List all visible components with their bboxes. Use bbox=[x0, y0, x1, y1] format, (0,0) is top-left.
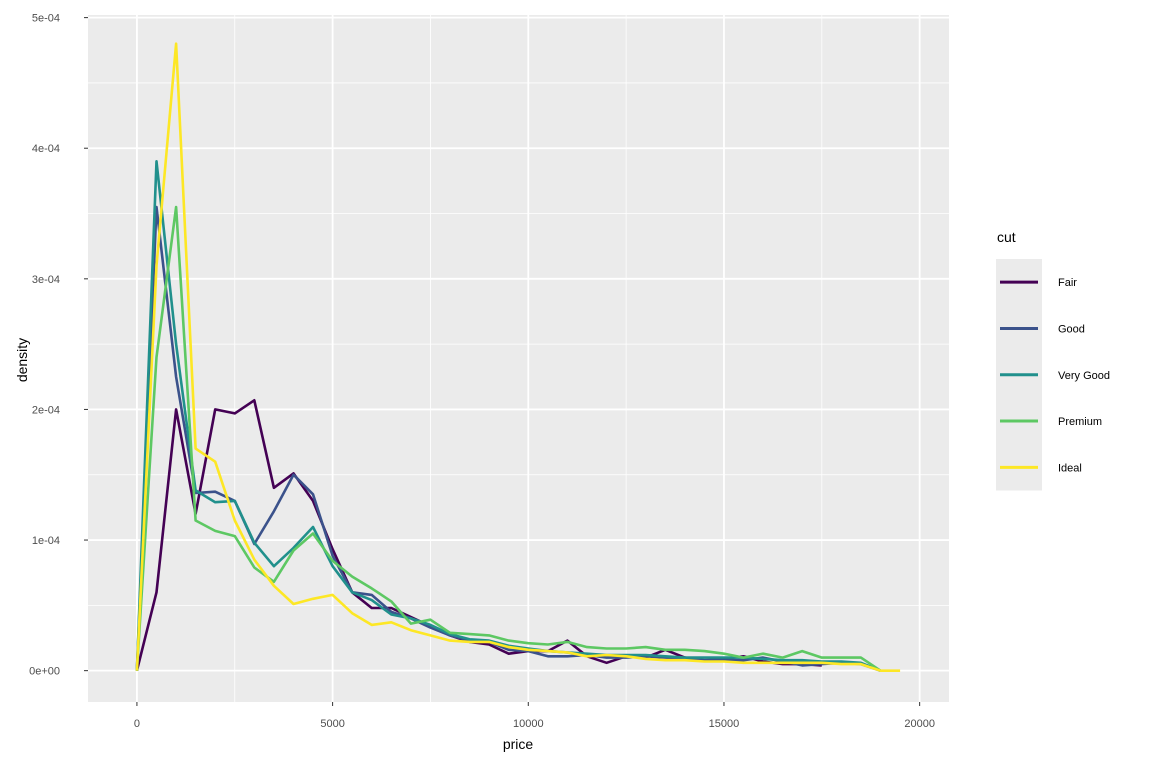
y-tick-label: 3e-04 bbox=[32, 274, 60, 286]
plot-panel bbox=[88, 15, 949, 702]
x-tick-label: 20000 bbox=[904, 718, 935, 730]
y-tick-label: 4e-04 bbox=[32, 143, 60, 155]
y-tick-label: 1e-04 bbox=[32, 535, 60, 547]
y-tick-label: 2e-04 bbox=[32, 404, 60, 416]
series-line-premium bbox=[135, 205, 882, 672]
series-layer bbox=[135, 42, 901, 673]
y-axis: 0e+00 1e-04 2e-04 3e-04 4e-04 5e-04 bbox=[29, 13, 88, 678]
x-axis: 0 5000 10000 15000 20000 bbox=[134, 702, 935, 730]
series-line-ideal bbox=[135, 42, 901, 673]
grid-major-lines bbox=[88, 15, 949, 702]
x-tick-label: 5000 bbox=[320, 718, 344, 730]
legend-label: Very Good bbox=[1058, 370, 1110, 382]
legend-title: cut bbox=[997, 229, 1016, 245]
x-tick-label: 15000 bbox=[709, 718, 740, 730]
legend: cut Fair Good Very Good Premium Ideal bbox=[996, 229, 1110, 491]
y-axis-title: density bbox=[14, 338, 30, 382]
y-tick-label: 0e+00 bbox=[29, 666, 60, 678]
y-tick-label: 5e-04 bbox=[32, 13, 60, 25]
legend-label: Premium bbox=[1058, 416, 1102, 428]
legend-label: Good bbox=[1058, 323, 1085, 335]
x-tick-label: 0 bbox=[134, 718, 140, 730]
grid-minor-lines bbox=[88, 15, 949, 702]
x-tick-label: 10000 bbox=[513, 718, 544, 730]
legend-label: Ideal bbox=[1058, 462, 1082, 474]
legend-label: Fair bbox=[1058, 277, 1077, 289]
x-axis-title: price bbox=[503, 736, 534, 752]
